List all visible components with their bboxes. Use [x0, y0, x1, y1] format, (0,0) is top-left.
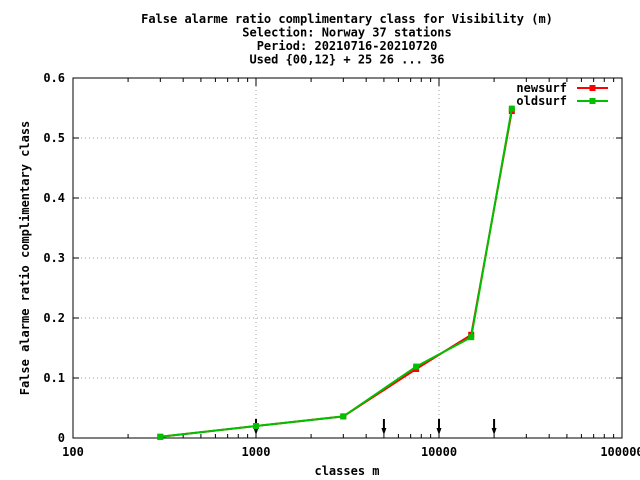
class-marker-head: [253, 428, 259, 435]
x-tick-label: 1000: [242, 445, 271, 459]
legend-label: newsurf: [516, 81, 567, 95]
class-marker-head: [436, 428, 442, 435]
y-tick-label: 0.1: [43, 371, 65, 385]
grid: [73, 78, 622, 438]
data-point-oldsurf: [253, 423, 259, 429]
y-tick-label: 0.5: [43, 131, 65, 145]
data-point-oldsurf: [413, 363, 420, 370]
series: [157, 105, 515, 440]
title-line: False alarme ratio complimentary class f…: [141, 12, 553, 26]
y-tick-label: 0.6: [43, 71, 65, 85]
series-line-newsurf: [160, 110, 513, 438]
title-line: Used {00,12} + 25 26 ... 36: [249, 53, 444, 67]
x-axis-label: classes m: [314, 464, 379, 478]
title-line: Selection: Norway 37 stations: [242, 26, 452, 40]
legend-label: oldsurf: [516, 94, 567, 108]
legend-swatch-marker: [589, 98, 596, 104]
x-tick-label: 100: [62, 445, 84, 459]
legend-swatch-marker: [589, 85, 596, 91]
axis-ticks: 0 0.1 0.2 0.3 0.4 0.5 0.6 100 1000 10000 100000: [43, 71, 640, 459]
y-tick-label: 0.4: [43, 191, 65, 205]
y-tick-label: 0: [58, 431, 65, 445]
class-marker-arrow: [436, 419, 442, 435]
class-marker-head: [381, 428, 387, 435]
class-marker-arrow: [491, 419, 497, 435]
class-marker-arrow: [381, 419, 387, 435]
data-point-oldsurf: [157, 433, 164, 440]
x-tick-label: 100000: [600, 445, 640, 459]
data-point-oldsurf: [468, 334, 475, 341]
chart-title: False alarme ratio complimentary class f…: [141, 12, 553, 67]
x-tick-label: 10000: [421, 445, 457, 459]
data-point-oldsurf: [340, 413, 347, 420]
plot-frame: [72, 77, 623, 439]
y-tick-label: 0.3: [43, 251, 65, 265]
series-line-oldsurf: [160, 108, 513, 438]
y-tick-label: 0.2: [43, 311, 65, 325]
y-axis-label: False alarme ratio complimentary class: [18, 121, 32, 396]
title-line: Period: 20210716-20210720: [257, 39, 438, 53]
class-marker-head: [491, 428, 497, 435]
data-point-oldsurf: [508, 105, 515, 112]
